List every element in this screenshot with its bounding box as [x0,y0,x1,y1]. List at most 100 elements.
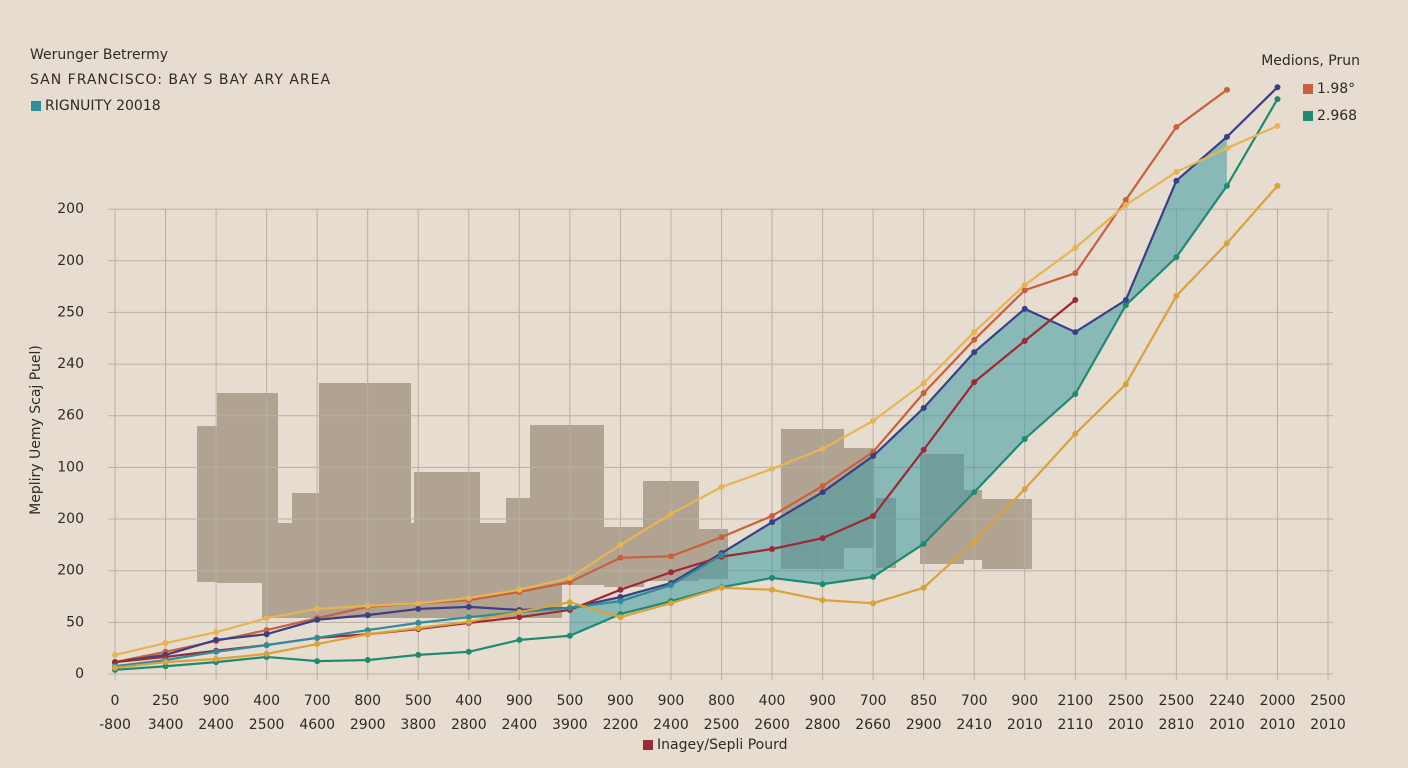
data-point [819,535,826,542]
data-point [1274,182,1281,189]
x-tick-label-secondary: 2800 [451,717,487,733]
x-tick-label-secondary: 2800 [805,717,841,733]
x-tick-label-secondary: 2500 [704,717,740,733]
data-point [920,446,927,453]
data-point [1274,96,1281,103]
data-point [1021,305,1028,312]
x-tick-label-secondary: 2600 [754,717,790,733]
legend-label: 1.98° [1317,81,1355,97]
data-point [465,595,472,602]
data-point [364,627,371,634]
data-point [769,465,776,472]
x-tick-label: 800 [354,693,381,709]
data-point [971,336,978,343]
x-tick-label: 900 [203,693,230,709]
series-line [114,98,1279,671]
legend-swatch [31,101,41,111]
data-point [920,584,927,591]
data-point [465,603,472,610]
legend-title: Medions, Prun [1261,53,1360,69]
data-point [1021,287,1028,294]
data-point [1072,430,1079,437]
data-point [364,612,371,619]
data-point [465,614,472,621]
data-point [819,581,826,588]
data-point [314,658,321,665]
x-tick-label-secondary: 2500 [249,717,285,733]
data-point [112,651,118,658]
data-point [516,614,523,621]
shaded-band [569,136,1227,636]
y-tick-label: 0 [75,666,84,682]
y-tick-label: 200 [57,563,84,579]
data-point [263,642,270,649]
x-tick-label-secondary: 2900 [350,717,386,733]
data-point [112,659,118,666]
x-tick-label-secondary: 3400 [148,717,184,733]
x-tick-label: 500 [405,693,432,709]
data-point [617,586,624,593]
data-point [718,534,725,541]
data-point [870,512,877,519]
data-point [1223,133,1230,140]
data-point [870,417,877,424]
y-tick-label: 200 [57,253,84,269]
x-tick-label: 400 [455,693,482,709]
data-point [971,538,978,545]
data-point [263,615,270,622]
data-point [1173,292,1180,299]
data-point [1021,435,1028,442]
y-tick-label: 260 [57,408,84,424]
series-line [114,124,1278,656]
data-point [617,598,624,605]
data-point [112,664,118,671]
data-point [1223,240,1230,247]
x-tick-label: 2100 [1057,693,1093,709]
data-point [870,573,877,580]
x-tick-label-secondary: 2200 [603,717,639,733]
x-tick-label-secondary: 2010 [1108,717,1144,733]
data-point [667,569,674,576]
x-tick-label: 800 [708,693,735,709]
x-tick-label: 2500 [1159,693,1195,709]
data-point [1173,254,1180,261]
data-point [263,631,270,638]
data-point [516,636,523,643]
data-point [162,640,169,647]
legend-swatch [1303,111,1313,121]
data-point [566,574,573,581]
y-tick-label: 100 [57,459,84,475]
x-tick-label: 500 [557,693,584,709]
data-point [566,632,573,639]
data-point [1072,244,1079,251]
x-tick-label-secondary: 2660 [855,717,891,733]
x-tick-label: 400 [759,693,786,709]
x-tick-label: 700 [961,693,988,709]
data-point [1072,391,1079,398]
data-point [718,484,725,491]
data-point [314,616,321,623]
data-point [415,651,422,658]
data-point [415,625,422,632]
series-line [114,86,1279,664]
legend-swatch [643,740,653,750]
data-point [566,599,573,606]
data-point [415,605,422,612]
data-point [415,600,422,607]
x-tick-label: 700 [304,693,331,709]
x-tick-label-secondary: 2810 [1159,717,1195,733]
x-tick-label-secondary: 2010 [1209,717,1245,733]
data-point [314,641,321,648]
x-tick-label: 850 [910,693,937,709]
data-point [1122,196,1129,203]
data-point [617,594,624,601]
data-point [364,657,371,664]
x-tick-label: 900 [607,693,634,709]
data-point [920,540,927,547]
x-tick-label-secondary: 2010 [1260,717,1296,733]
data-point [718,584,725,591]
data-point [617,541,624,548]
series-line [114,185,1279,669]
